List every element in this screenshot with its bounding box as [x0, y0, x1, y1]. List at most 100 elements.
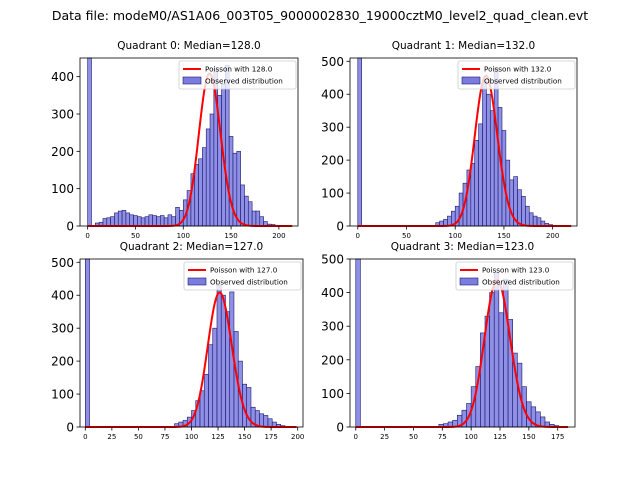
x-tick-label: 200 — [546, 232, 559, 240]
y-tick-label: 0 — [336, 220, 344, 234]
histogram-bar — [478, 123, 483, 227]
histogram-bar — [199, 390, 205, 428]
histogram-bar — [498, 312, 504, 428]
x-tick-label: 150 — [522, 433, 535, 441]
x-tick-label: 100 — [185, 433, 198, 441]
histogram-bar — [144, 216, 150, 227]
figure-suptitle: Data file: modeM0/AS1A06_003T05_90000028… — [52, 8, 588, 23]
x-tick-label: 0 — [356, 232, 360, 240]
y-tick-label: 200 — [321, 353, 344, 367]
y-tick-label: 200 — [51, 145, 74, 159]
histogram-bar — [140, 217, 146, 227]
panel-title: Quadrant 3: Median=123.0 — [391, 241, 534, 253]
histogram-bar — [493, 272, 500, 428]
x-tick-label: 100 — [464, 433, 477, 441]
histogram-bar — [133, 215, 138, 227]
legend-label-poisson: Poisson with 128.0 — [205, 65, 273, 74]
x-tick-label: 25 — [380, 433, 389, 441]
histogram-bar — [202, 147, 207, 227]
histogram-bar — [259, 413, 265, 428]
legend-label-observed: Observed distribution — [482, 278, 560, 287]
y-tick-label: 500 — [321, 55, 344, 69]
histogram-bar — [148, 214, 153, 227]
histogram-bar — [486, 93, 491, 227]
y-tick-label: 200 — [51, 355, 74, 369]
legend-bar-swatch — [182, 76, 202, 85]
histogram-bar — [532, 215, 538, 227]
histogram-bar — [255, 210, 261, 227]
y-tick-label: 100 — [321, 387, 344, 401]
legend-label-poisson: Poisson with 123.0 — [482, 266, 550, 275]
quadrant-panel-0: Quadrant 0: Median=128.0 0 50 100 150 200 0 100… — [51, 40, 299, 240]
histogram-bar — [355, 258, 361, 428]
legend-bar-swatch — [461, 76, 481, 85]
histogram-bar — [106, 217, 111, 227]
histogram-bar — [167, 214, 173, 227]
histogram-bar — [536, 217, 542, 227]
panel-title: Quadrant 2: Median=127.0 — [120, 241, 263, 253]
y-tick-label: 400 — [321, 286, 344, 300]
histogram-bar — [194, 164, 199, 227]
y-tick-label: 300 — [51, 108, 74, 122]
x-tick-label: 0 — [83, 433, 87, 441]
y-tick-label: 0 — [66, 220, 74, 234]
poisson-curve — [357, 74, 572, 227]
histogram-bar — [209, 113, 215, 227]
legend: Poisson with 127.0 Observed distribution — [183, 261, 302, 291]
histogram-bar — [163, 217, 169, 227]
x-tick-label: 0 — [85, 232, 89, 240]
histogram-bar — [220, 294, 226, 428]
x-tick-label: 50 — [409, 433, 418, 441]
histogram-bar — [525, 205, 530, 227]
y-tick-label: 100 — [51, 182, 74, 196]
poisson-curve — [355, 279, 569, 428]
histogram-bar — [121, 210, 127, 227]
histogram-bar — [228, 136, 234, 227]
histogram-bar — [489, 110, 495, 227]
histogram-bar — [152, 215, 157, 227]
histogram-bar — [528, 212, 534, 227]
x-tick-label: 125 — [211, 433, 224, 441]
legend-box — [178, 60, 297, 90]
histogram-bar — [110, 216, 115, 227]
histogram-bar — [156, 216, 161, 227]
legend-bar-swatch — [459, 277, 479, 286]
histogram-bar — [517, 189, 522, 227]
histogram-bar — [482, 80, 487, 227]
legend-label-observed: Observed distribution — [210, 278, 288, 287]
histogram-bar — [521, 196, 526, 227]
x-tick-label: 200 — [272, 232, 285, 240]
x-tick-label: 150 — [238, 433, 251, 441]
histogram-bars — [85, 258, 286, 428]
y-tick-label: 300 — [321, 121, 344, 135]
legend-label-poisson: Poisson with 132.0 — [484, 65, 552, 74]
axes-frame — [349, 57, 578, 227]
legend-label-poisson: Poisson with 127.0 — [210, 266, 278, 275]
histogram-bar — [357, 57, 362, 227]
histogram-bar — [470, 163, 476, 227]
y-tick-label: 300 — [321, 320, 344, 334]
x-tick-label: 25 — [107, 433, 116, 441]
y-tick-label: 0 — [336, 421, 344, 435]
histogram-bar — [216, 285, 222, 428]
histogram-bar — [247, 201, 253, 227]
histogram-bar — [212, 327, 218, 428]
histogram-bar — [198, 158, 203, 227]
y-tick-label: 200 — [321, 154, 344, 168]
legend: Poisson with 132.0 Observed distribution — [457, 60, 576, 90]
x-tick-label: 0 — [354, 433, 358, 441]
legend: Poisson with 128.0 Observed distribution — [178, 60, 297, 90]
x-tick-label: 175 — [264, 433, 277, 441]
panel-title: Quadrant 1: Median=132.0 — [392, 40, 535, 52]
x-tick-label: 150 — [224, 232, 237, 240]
histogram-bar — [263, 415, 269, 428]
histogram-bar — [509, 179, 514, 227]
poisson-curve — [85, 291, 297, 428]
y-tick-label: 500 — [51, 256, 74, 270]
y-tick-label: 400 — [321, 88, 344, 102]
x-tick-label: 125 — [493, 433, 506, 441]
panel-title: Quadrant 0: Median=128.0 — [117, 40, 260, 52]
histogram-bar — [117, 210, 123, 227]
histogram-bar — [205, 128, 211, 227]
y-tick-label: 400 — [51, 70, 74, 84]
